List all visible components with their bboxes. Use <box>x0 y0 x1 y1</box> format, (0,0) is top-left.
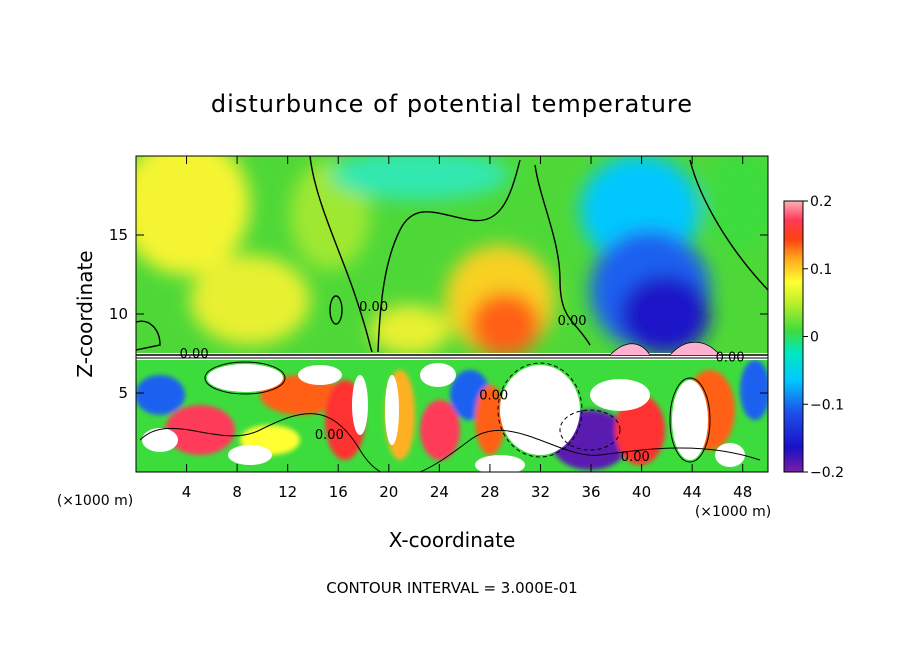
colorbar: 0.2 0.1 0 −0.1 −0.2 <box>783 194 844 481</box>
y-axis-label: Z-coordinate <box>73 250 97 377</box>
inversion-band <box>136 342 768 360</box>
contour-interval-note: CONTOUR INTERVAL = 3.000E-01 <box>326 579 577 597</box>
x-tick-label: 8 <box>232 483 242 501</box>
x-tick-label: 48 <box>733 483 752 501</box>
x-unit-right: (×1000 m) <box>695 504 771 520</box>
colorbar-label: 0.2 <box>810 194 832 210</box>
contour-labels: 0.00 0.00 0.00 0.00 0.00 0.00 0.00 <box>180 300 745 465</box>
x-tick-label: 12 <box>278 483 297 501</box>
y-tick-label: 5 <box>118 384 128 402</box>
colorbar-label: −0.1 <box>810 397 844 413</box>
x-tick-label: 28 <box>480 483 499 501</box>
plot-area <box>135 155 769 473</box>
zero-contours <box>136 156 768 353</box>
contour-label: 0.00 <box>716 350 745 365</box>
contour-label: 0.00 <box>479 388 508 403</box>
contour-label: 0.00 <box>359 300 388 315</box>
x-tick-label: 36 <box>581 483 600 501</box>
x-tick-label: 4 <box>182 483 192 501</box>
contour-label: 0.00 <box>621 450 650 465</box>
turbulent-layer <box>136 357 768 472</box>
colorbar-label: 0.1 <box>810 262 832 278</box>
y-tick-label: 10 <box>109 305 128 323</box>
chart-title: disturbunce of potential temperature <box>211 90 693 118</box>
x-axis-label: X-coordinate <box>389 528 516 552</box>
contour-label: 0.00 <box>558 314 587 329</box>
y-axis: 5 10 15 <box>109 226 768 402</box>
x-tick-label: 20 <box>379 483 398 501</box>
x-axis: 4 8 12 16 20 24 28 32 36 40 44 48 <box>182 156 752 501</box>
colorbar-label: −0.2 <box>810 465 844 481</box>
x-unit-left: (×1000 m) <box>57 493 133 509</box>
x-tick-label: 32 <box>531 483 550 501</box>
x-tick-label: 44 <box>683 483 702 501</box>
colorbar-label: 0 <box>810 330 819 346</box>
x-tick-label: 40 <box>632 483 651 501</box>
contour-label: 0.00 <box>315 428 344 443</box>
contour-label: 0.00 <box>180 347 209 362</box>
colorbar-labels: 0.2 0.1 0 −0.1 −0.2 <box>803 194 844 481</box>
x-tick-label: 24 <box>430 483 449 501</box>
x-tick-label: 16 <box>329 483 348 501</box>
y-tick-label: 15 <box>109 226 128 244</box>
